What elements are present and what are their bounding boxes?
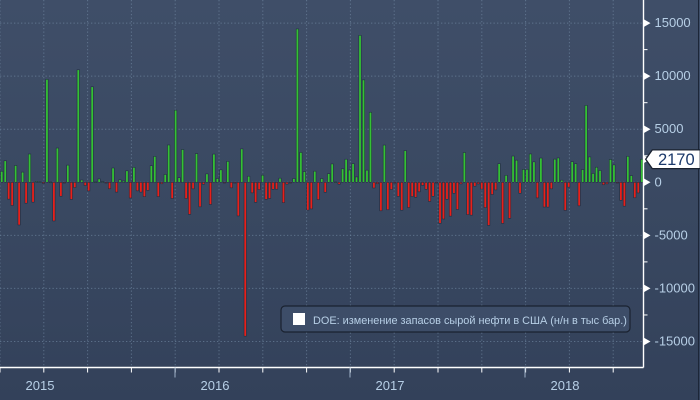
svg-text:15000: 15000 [655,15,691,30]
svg-text:5000: 5000 [655,121,684,136]
svg-text:2016: 2016 [201,378,230,393]
svg-text:-5000: -5000 [655,227,688,242]
svg-text:2170: 2170 [658,151,695,169]
svg-text:10000: 10000 [655,68,691,83]
svg-text:2018: 2018 [551,378,580,393]
svg-text:DOE: изменение запасов сырой н: DOE: изменение запасов сырой нефти в США… [313,315,627,327]
svg-text:2017: 2017 [376,378,405,393]
svg-text:-15000: -15000 [655,334,695,349]
svg-text:2015: 2015 [26,378,55,393]
svg-text:-10000: -10000 [655,280,695,295]
svg-text:0: 0 [655,174,662,189]
